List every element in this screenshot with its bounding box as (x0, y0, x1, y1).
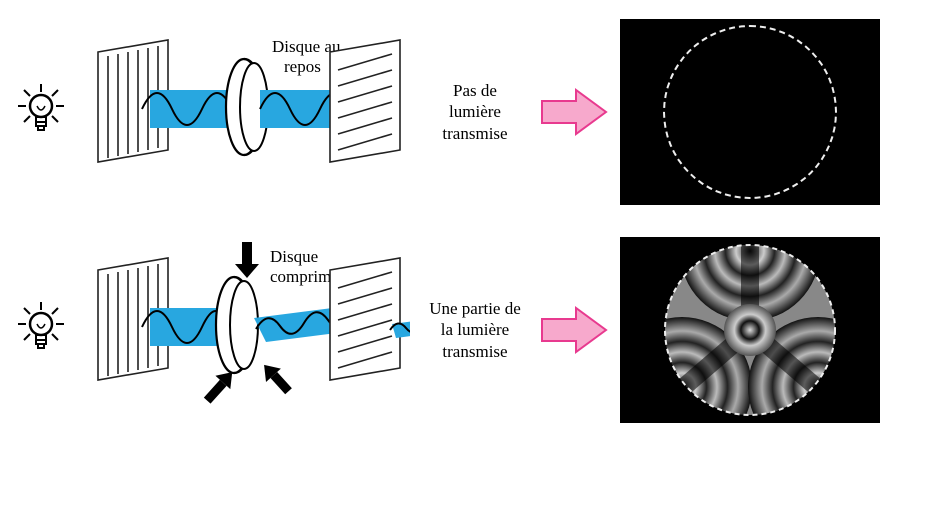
dashed-circle-rest (663, 25, 837, 199)
light-source-bottom (12, 300, 70, 360)
caption-top-line-3: transmise (442, 123, 507, 144)
caption-top-line-2: lumière (449, 101, 501, 122)
stage-compressed: Disque comprimé (70, 230, 410, 430)
disc-label-1: Disque (270, 247, 318, 266)
caption-bot-line-3: transmise (442, 341, 507, 362)
arrow-top (540, 87, 610, 137)
light-source-top (12, 82, 70, 142)
row-rest: Disque au repos Pas de lumière transmise (12, 12, 926, 212)
caption-bot-line-2: la lumière (441, 319, 509, 340)
disc-label-2: repos (284, 57, 321, 76)
row-compressed: Disque comprimé Une partie de la lumière… (12, 230, 926, 430)
caption-bottom: Une partie de la lumière transmise (410, 298, 540, 362)
result-bottom (610, 230, 890, 430)
bulb-icon (16, 82, 66, 142)
stage-rest: Disque au repos (70, 12, 410, 212)
black-panel-comp (620, 237, 880, 423)
caption-bot-line-1: Une partie de (429, 298, 521, 319)
disc-compressed (216, 277, 258, 373)
photoelastic-pattern (620, 237, 880, 423)
polarizer-2 (330, 258, 400, 380)
black-panel-rest (620, 19, 880, 205)
polarizer-2 (330, 40, 400, 162)
pink-arrow-icon (540, 87, 610, 137)
disc-label-2: comprimé (270, 267, 339, 286)
caption-top-line-1: Pas de (453, 80, 497, 101)
bulb-icon (16, 300, 66, 360)
pink-arrow-icon (540, 305, 610, 355)
caption-top: Pas de lumière transmise (410, 80, 540, 144)
result-top (610, 12, 890, 212)
arrow-bottom (540, 305, 610, 355)
